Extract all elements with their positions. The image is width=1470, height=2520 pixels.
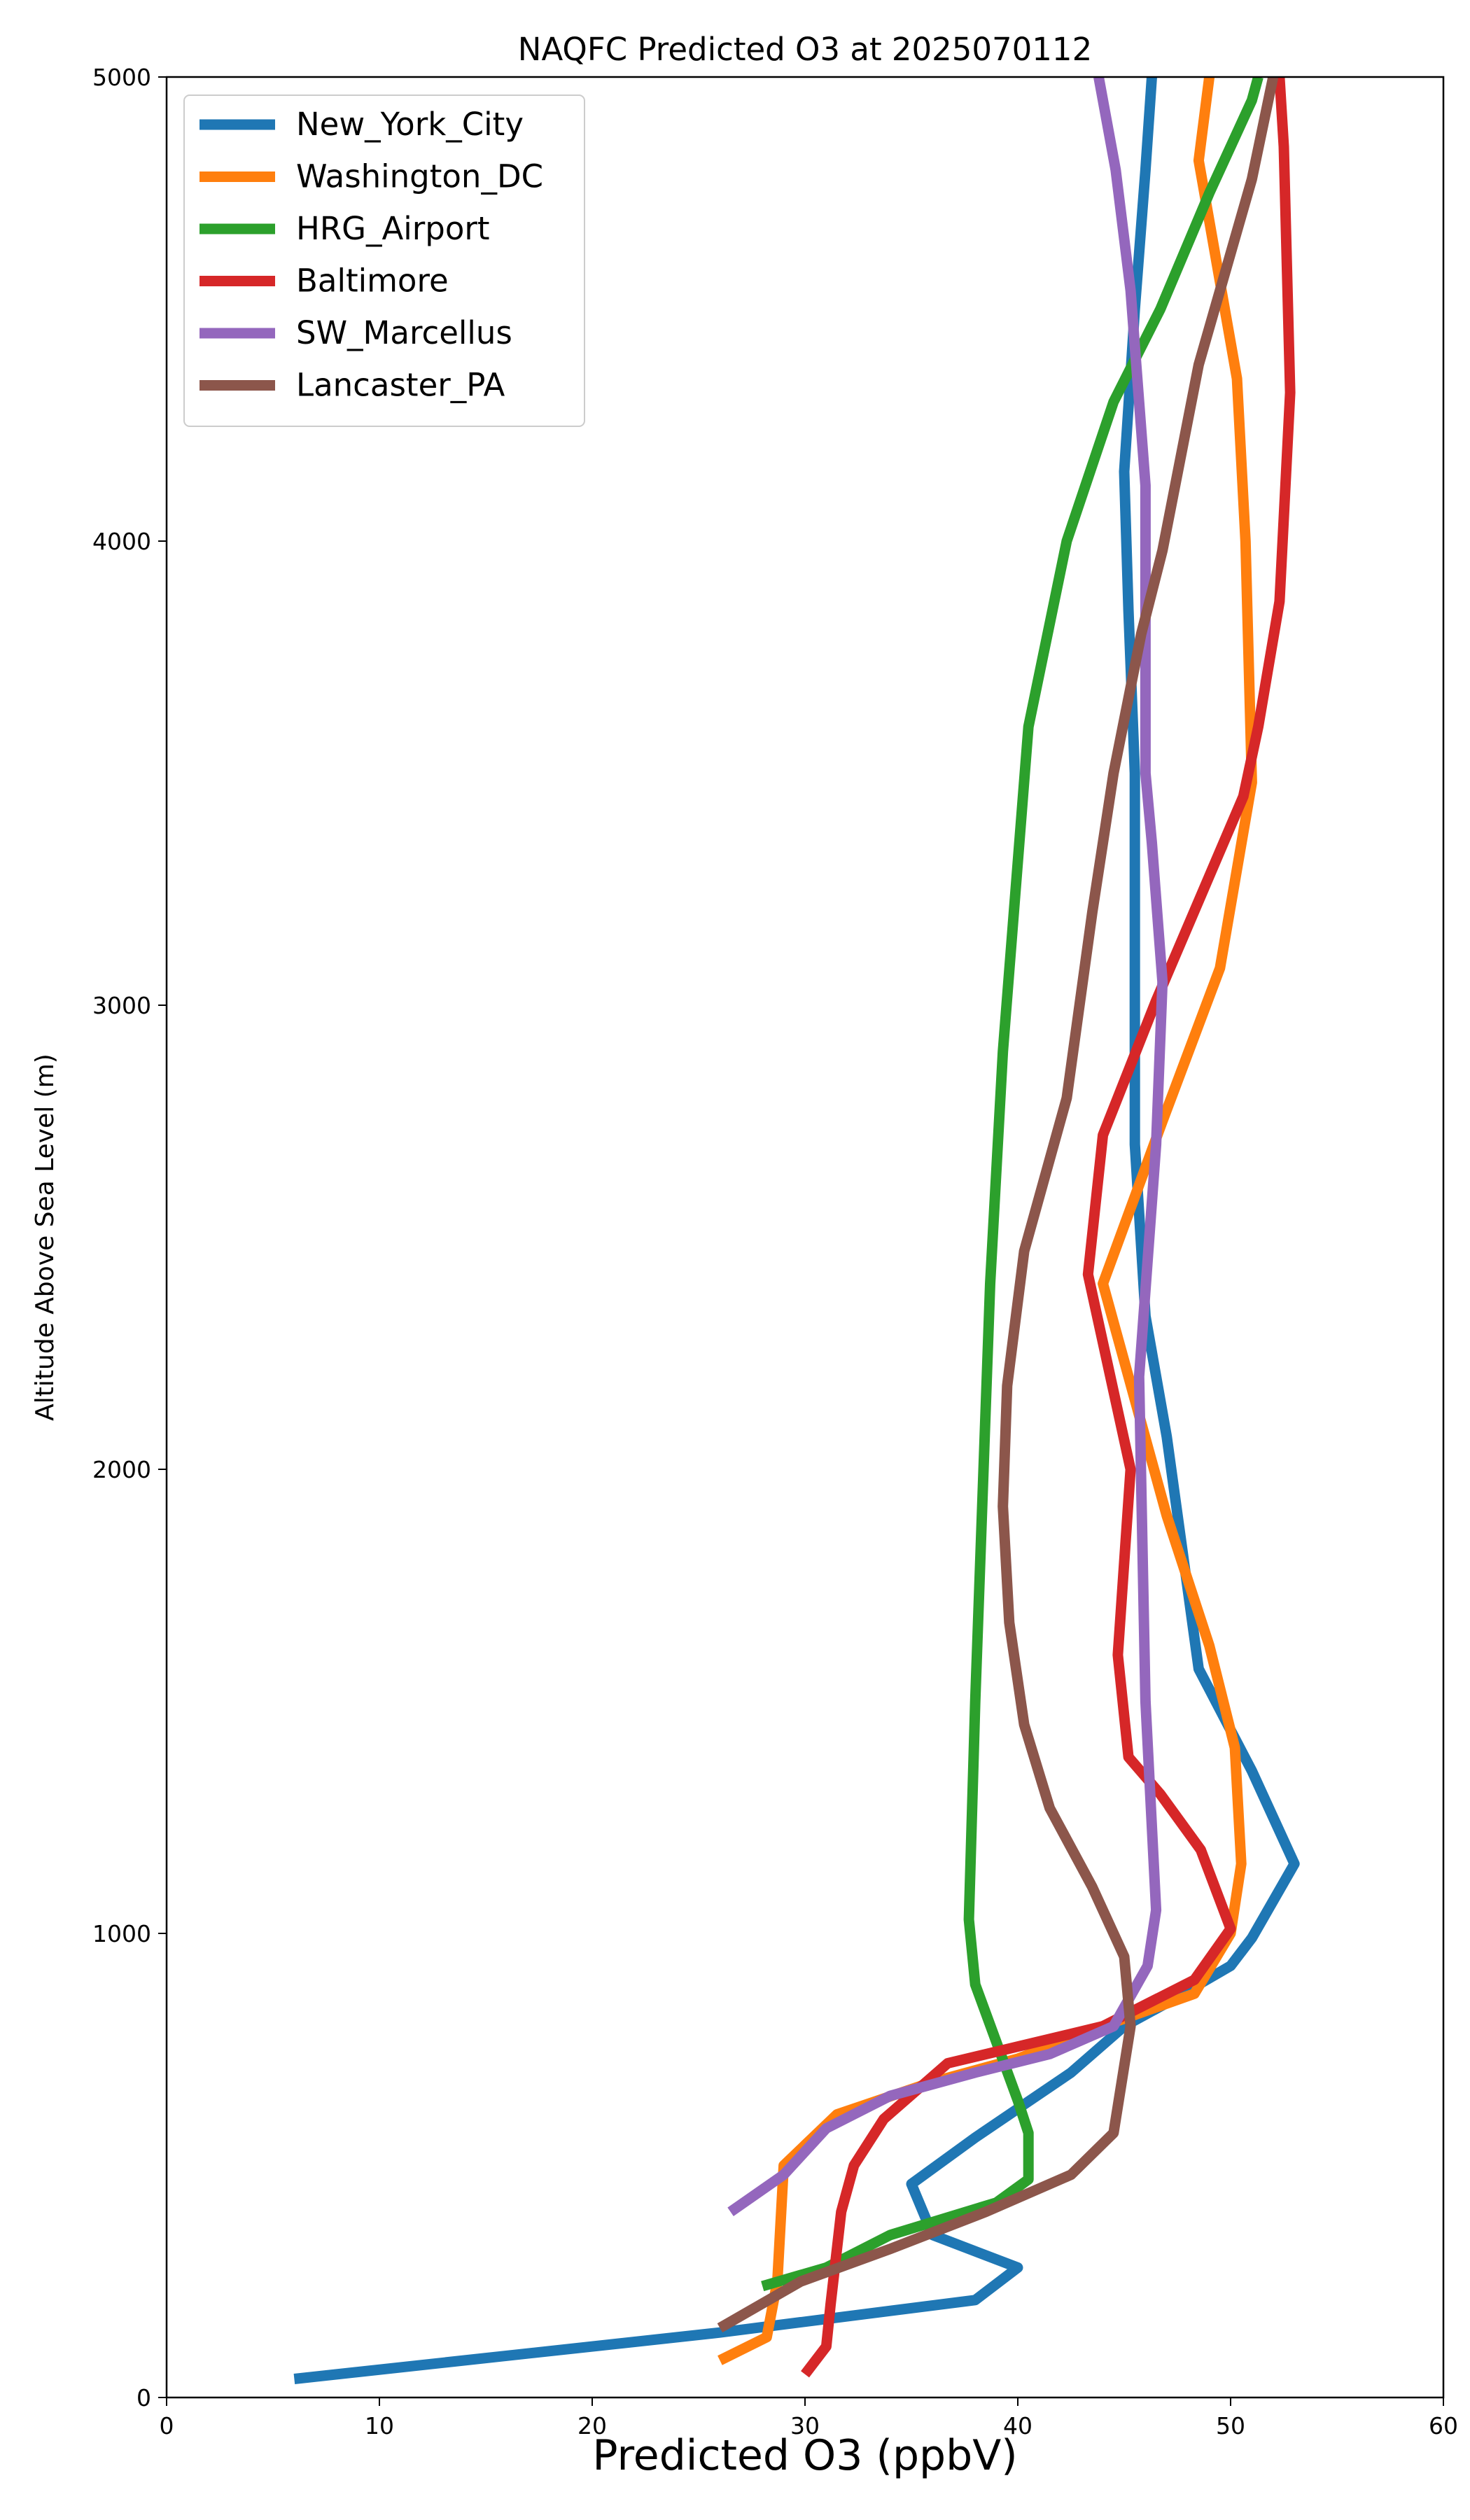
y-tick-label: 1000 — [92, 1920, 151, 1947]
y-tick-label: 2000 — [92, 1456, 151, 1483]
series-line-lancaster-pa — [717, 77, 1279, 2333]
legend-label: Lancaster_PA — [296, 367, 505, 404]
x-tick-label: 50 — [1216, 2412, 1245, 2440]
x-tick-label: 60 — [1429, 2412, 1458, 2440]
legend: New_York_City Washington_DC HRG_Airport Bal… — [183, 94, 585, 427]
chart-title: NAQFC Predicted O3 at 2025070112 — [518, 31, 1092, 68]
plot-lines — [293, 77, 1300, 2384]
y-tick-label: 0 — [136, 2384, 151, 2412]
y-tick-label: 4000 — [92, 528, 151, 555]
legend-label: Baltimore — [296, 262, 449, 300]
y-axis-label: Altitude Above Sea Level (m) — [31, 1054, 59, 1421]
y-tick-label: 3000 — [92, 992, 151, 1019]
legend-box — [183, 94, 585, 427]
series-line-new-york-city — [293, 77, 1300, 2384]
x-axis-label: Predicted O3 (ppbV) — [592, 2431, 1017, 2480]
x-tick-label: 0 — [160, 2412, 174, 2440]
y-tick-label: 5000 — [92, 64, 151, 91]
x-tick-label: 40 — [1003, 2412, 1032, 2440]
x-tick-label: 30 — [790, 2412, 820, 2440]
x-tick-label: 20 — [578, 2412, 607, 2440]
legend-label: SW_Marcellus — [296, 314, 512, 351]
axes: 0 10 20 30 40 50 60 0 1000 2000 3000 4000 5000 — [92, 64, 1458, 2440]
x-tick-label: 10 — [365, 2412, 394, 2440]
legend-label: Washington_DC — [296, 158, 543, 195]
legend-label: HRG_Airport — [296, 210, 490, 247]
series-line-sw-marcellus — [727, 77, 1168, 2216]
legend-label: New_York_City — [296, 106, 524, 143]
